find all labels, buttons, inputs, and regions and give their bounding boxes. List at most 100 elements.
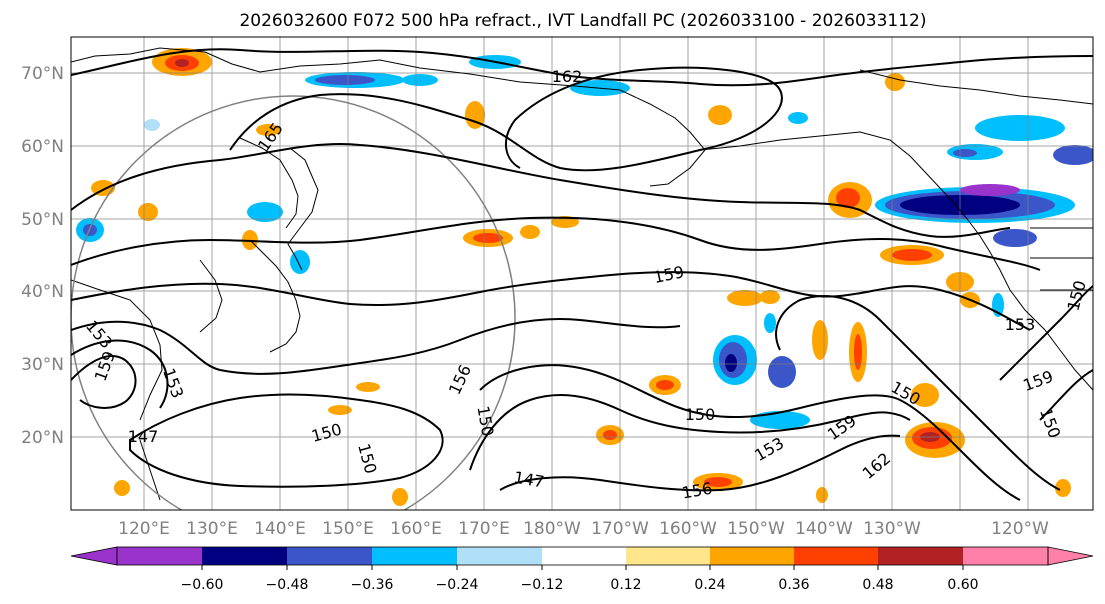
anomaly-patch — [953, 149, 977, 157]
lon-label: 130°E — [186, 519, 238, 539]
contour-line — [499, 434, 901, 492]
colorbar-extend-high — [1047, 546, 1094, 566]
lon-label: 150°E — [322, 519, 374, 539]
lon-label: 170°E — [458, 519, 510, 539]
colorbar-segment — [794, 547, 878, 565]
anomaly-patch — [836, 188, 860, 208]
anomaly-patch — [656, 380, 674, 390]
longitude-labels: 120°E 130°E 140°E 150°E 160°E 170°E 180°… — [118, 519, 1049, 539]
colorbar-segment — [878, 547, 963, 565]
anomaly-patch — [1053, 145, 1093, 165]
anomaly-patch — [704, 477, 732, 487]
lon-label: 160°E — [390, 519, 442, 539]
colorbar-segment — [202, 547, 287, 565]
anomaly-patch — [256, 124, 280, 136]
contour-label: 162 — [552, 67, 583, 86]
colorbar-segment — [626, 547, 710, 565]
contour-line — [229, 66, 783, 172]
anomaly-patch — [993, 229, 1037, 247]
colorbar-segment — [710, 547, 794, 565]
lon-label: 180°W — [523, 519, 581, 539]
colorbar-segment — [457, 547, 542, 565]
contour-line — [71, 317, 681, 375]
lat-label: 20°N — [21, 428, 64, 448]
anomaly-patch — [356, 382, 380, 392]
coastline-kamchatka-sakhalin — [287, 147, 319, 271]
anomaly-patch — [764, 313, 776, 333]
colorbar-segment — [963, 547, 1048, 565]
colorbar-tick-label: −0.12 — [521, 577, 564, 593]
anomaly-patch — [144, 119, 160, 131]
colorbar-tick-label: −0.36 — [351, 577, 394, 593]
colorbar-tick-label: −0.24 — [436, 577, 479, 593]
coastline-japan — [249, 239, 301, 353]
anomaly-patch — [725, 354, 737, 372]
anomaly-patch — [812, 320, 828, 360]
coastline-china — [71, 279, 163, 421]
contour-line — [469, 394, 911, 471]
anomaly-patch — [83, 224, 97, 236]
anomaly-patch — [727, 290, 763, 306]
colorbar-tick-label: 0.12 — [610, 577, 641, 593]
map-panel: 162 165 159 153 159 153 147 150 150 156 … — [70, 36, 1094, 511]
colorbar-frame — [116, 546, 1049, 566]
contour-line — [71, 48, 1093, 87]
anomaly-patch — [960, 184, 1020, 196]
anomaly-patch — [892, 249, 932, 261]
colorbar-segment — [287, 547, 372, 565]
contour-line — [1039, 369, 1093, 421]
lat-label: 30°N — [21, 355, 64, 375]
landfall-circle — [71, 95, 516, 510]
map-frame — [70, 36, 1094, 511]
anomaly-patch — [816, 487, 828, 503]
anomaly-patch — [520, 225, 540, 239]
colorbar-tick-label: 0.36 — [778, 577, 809, 593]
coastline-north-america — [699, 131, 1093, 391]
colorbar-tick-label: 0.48 — [862, 577, 893, 593]
lat-label: 40°N — [21, 282, 64, 302]
anomaly-patch — [603, 430, 617, 440]
map-title: 2026032600 F072 500 hPa refract., IVT La… — [239, 11, 926, 31]
lon-label: 160°W — [659, 519, 717, 539]
anomaly-patch — [788, 112, 808, 124]
anomaly-patch — [708, 105, 732, 125]
coastline-okhotsk — [239, 137, 299, 229]
coastline-korea — [199, 259, 223, 333]
colorbar-extend-low — [70, 546, 118, 566]
contour-line — [71, 339, 169, 409]
anomaly-patch — [138, 203, 158, 221]
lat-label: 50°N — [21, 210, 64, 230]
lon-label: 130°W — [863, 519, 921, 539]
colorbar-segment — [372, 547, 457, 565]
contour-line — [71, 355, 137, 409]
colorbar-tick-label: −0.60 — [181, 577, 224, 593]
anomaly-patch — [885, 73, 905, 91]
anomaly-patch — [315, 75, 375, 85]
contour-label: 147 — [128, 427, 159, 446]
latitude-labels: 70°N 60°N 50°N 40°N 30°N 20°N — [21, 64, 64, 448]
colorbar-ticks — [201, 565, 964, 570]
contour-line — [71, 216, 1041, 271]
contour-line — [479, 364, 1021, 501]
lat-label: 60°N — [21, 137, 64, 157]
coastline-philippines — [139, 439, 161, 501]
anomaly-patch — [114, 480, 130, 496]
contour-line — [775, 295, 1061, 491]
coastlines — [71, 47, 1093, 501]
anomaly-patch — [290, 250, 310, 274]
colorbar-segment — [117, 547, 202, 565]
height-contours — [71, 48, 1093, 501]
anomaly-patch — [1055, 479, 1071, 497]
lon-label: 170°W — [591, 519, 649, 539]
contour-line — [129, 393, 444, 488]
lon-label: 140°W — [795, 519, 853, 539]
anomaly-patch — [175, 59, 189, 67]
anomaly-patch — [247, 202, 283, 222]
lon-label: 120°E — [118, 519, 170, 539]
lon-label: 120°W — [991, 519, 1049, 539]
contour-label: 150 — [685, 405, 716, 424]
contour-label: 153 — [1005, 315, 1036, 334]
anomaly-patch — [465, 101, 485, 129]
border-alaska-canada — [859, 69, 1093, 105]
